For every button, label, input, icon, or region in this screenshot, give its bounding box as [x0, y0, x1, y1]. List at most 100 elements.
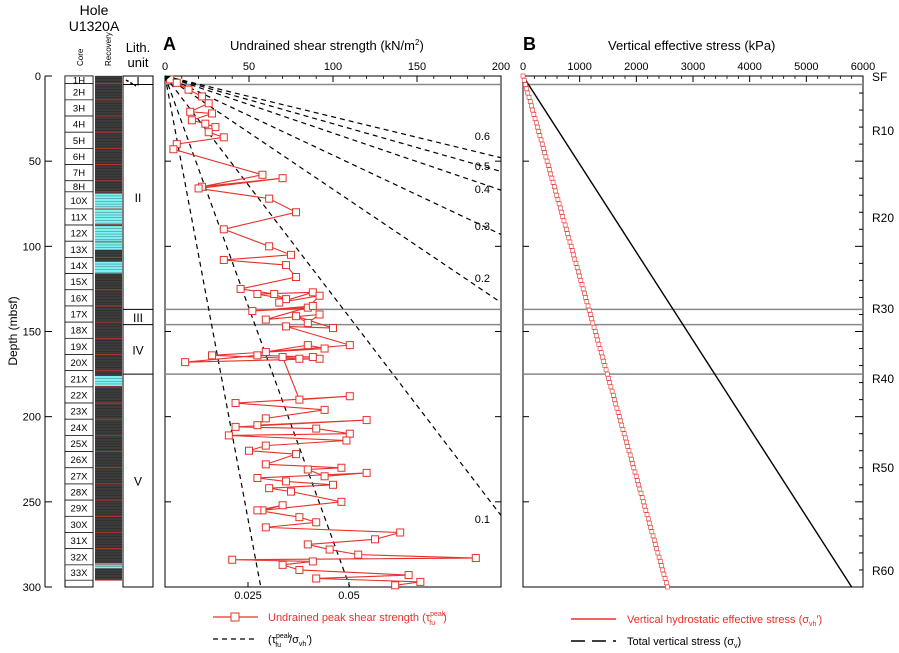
core-label: 33X	[71, 568, 89, 579]
core-label: 22X	[71, 390, 89, 401]
panel-b-top-tick-label: 0	[520, 61, 526, 73]
hydrostatic-stress-point	[596, 341, 602, 347]
hydrostatic-stress-point	[602, 363, 608, 368]
hydrostatic-stress-point	[586, 307, 592, 313]
hydrostatic-stress-point	[603, 367, 609, 373]
hydrostatic-stress-point	[561, 218, 567, 224]
hydrostatic-stress-point	[542, 150, 547, 155]
core-label: 5H	[73, 136, 85, 147]
reflector-label: SF	[872, 70, 887, 84]
lith-unit-i-dash	[125, 79, 137, 87]
shear-strength-point	[181, 358, 190, 367]
hydrostatic-stress-point	[648, 525, 653, 530]
shear-strength-point	[303, 540, 312, 549]
shear-strength-point	[312, 574, 321, 583]
shear-strength-point	[345, 341, 354, 350]
hydrostatic-stress-point	[650, 533, 656, 539]
shear-strength-point	[204, 99, 213, 108]
shear-strength-point	[231, 399, 240, 408]
hydrostatic-stress-point	[532, 116, 538, 121]
shear-strength-point	[261, 523, 270, 532]
hydrostatic-stress-point	[521, 77, 527, 83]
hydrostatic-stress-point	[654, 546, 659, 551]
hydrostatic-stress-point	[527, 99, 533, 104]
hydrostatic-stress-point	[665, 584, 670, 590]
legend-hydrostatic-label: Vertical hydrostatic effective stress (σ…	[627, 614, 822, 628]
shear-strength-point	[471, 554, 480, 563]
panel-a-shear-series	[165, 75, 480, 590]
hydrostatic-stress-point	[600, 354, 605, 360]
shear-strength-point	[261, 441, 270, 450]
hydrostatic-stress-point	[573, 261, 579, 266]
core-label: 14X	[71, 261, 89, 272]
hydrostatic-stress-point	[619, 422, 625, 428]
core-label: 24X	[71, 423, 89, 434]
hydrostatic-stress-point	[611, 393, 616, 398]
shear-strength-point	[295, 565, 304, 574]
hydrostatic-stress-point	[625, 444, 631, 449]
lith-header-line2: unit	[128, 55, 149, 70]
shear-strength-point	[308, 557, 317, 566]
shear-strength-point	[278, 174, 287, 183]
hydrostatic-stress-point	[526, 94, 532, 100]
core-label: 15X	[71, 277, 89, 288]
hydrostatic-stress-point	[549, 175, 555, 181]
shear-strength-point	[416, 577, 425, 586]
depth-axis-ticks: 0 50 100 150 200 250 300	[23, 71, 52, 594]
hydrostatic-stress-point	[590, 320, 596, 326]
hydrostatic-stress-point	[621, 431, 627, 437]
hydrostatic-stress-point	[604, 371, 610, 377]
shear-strength-point	[404, 571, 413, 580]
shear-strength-point	[197, 92, 206, 101]
shear-strength-point	[329, 480, 337, 489]
hydrostatic-stress-point	[637, 486, 643, 492]
hydrostatic-stress-point	[647, 520, 652, 526]
panel-b-axes: 0 1000 2000 3000 4000 5000 6000	[520, 61, 875, 588]
hydrostatic-stress-point	[607, 380, 613, 385]
shear-strength-point	[253, 506, 262, 515]
recovery-void-interval	[95, 563, 122, 569]
hydrostatic-stress-point	[584, 299, 590, 304]
core-column-header: Core	[76, 48, 85, 66]
lith-header-line1: Lith.	[126, 40, 151, 55]
ratio-line	[164, 75, 351, 588]
core-label: 26X	[71, 455, 89, 466]
reflector-labels: SF R10 R20 R30 R40 R50 R60	[872, 70, 894, 578]
shear-strength-point	[320, 405, 329, 414]
ratio-line	[164, 75, 502, 235]
hydrostatic-stress-point	[570, 248, 575, 253]
hydrostatic-stress-point	[627, 452, 633, 458]
hydrostatic-stress-point	[571, 252, 576, 258]
shear-strength-point	[292, 208, 301, 217]
recovery-column	[95, 75, 122, 581]
lith-unit-label: I	[136, 74, 139, 88]
panel-b-top-tick-label: 6000	[851, 61, 875, 73]
hydrostatic-stress-point	[645, 516, 651, 522]
depth-tick-label: 150	[23, 327, 41, 339]
shear-strength-point	[329, 324, 337, 333]
legend-shear-marker	[230, 612, 240, 622]
reflector-label: R30	[872, 302, 894, 316]
hydrostatic-stress-point	[642, 503, 647, 509]
recovery-void-interval	[95, 375, 122, 387]
hydrostatic-stress-point	[520, 73, 526, 79]
shear-strength-point	[391, 581, 400, 590]
core-label: 19X	[71, 342, 89, 353]
hydrostatic-stress-point	[576, 269, 581, 275]
hydrostatic-stress-point	[559, 209, 564, 215]
hydrostatic-stress-point	[617, 414, 622, 419]
hydrostatic-stress-point	[533, 120, 539, 126]
hole-title: Hole	[80, 2, 109, 18]
shear-strength-point	[186, 107, 195, 116]
hydrostatic-stress-point	[574, 265, 580, 270]
hydrostatic-stress-point	[609, 388, 615, 394]
depth-tick-label: 250	[23, 497, 41, 509]
shear-strength-point	[261, 315, 270, 324]
hydrostatic-stress-point	[589, 316, 594, 322]
ratio-line	[164, 75, 502, 159]
panel-a-title: Undrained shear strength (kN/m2)	[230, 38, 424, 53]
shear-strength-point	[325, 545, 334, 554]
hydrostatic-stress-point	[564, 227, 569, 232]
shear-strength-point	[231, 422, 240, 431]
lith-unit-label: II	[135, 191, 142, 205]
